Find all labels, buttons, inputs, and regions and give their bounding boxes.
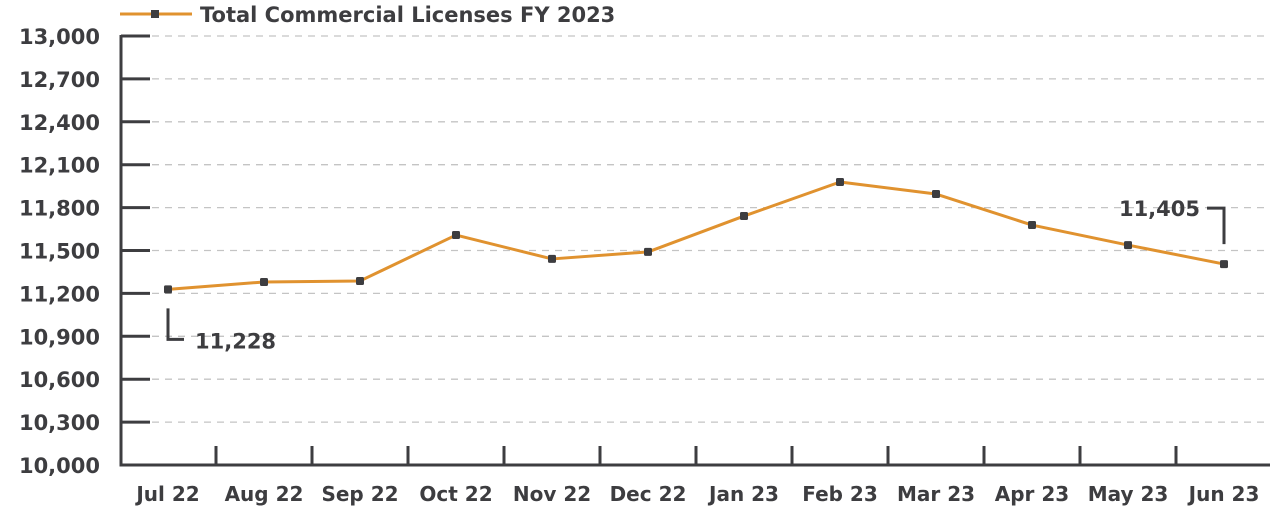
y-tick-label: 11,200 <box>19 282 100 306</box>
annotation-leader <box>1207 206 1226 245</box>
x-tick-label: Apr 23 <box>995 482 1069 506</box>
x-tick-label: Jul 22 <box>134 482 199 506</box>
data-point <box>836 178 844 187</box>
y-tick-label: 10,600 <box>19 368 100 392</box>
x-tick-label: Sep 22 <box>321 482 398 506</box>
x-tick-label: Dec 22 <box>610 482 687 506</box>
data-point <box>932 190 940 199</box>
x-tick-label: Jan 23 <box>707 482 779 506</box>
data-point <box>260 277 268 286</box>
data-point <box>356 276 364 285</box>
x-tick-label: Aug 22 <box>225 482 304 506</box>
data-point <box>644 247 652 256</box>
data-point <box>548 254 556 263</box>
y-tick-label: 12,100 <box>19 154 100 178</box>
legend-marker <box>151 10 159 18</box>
data-point <box>452 231 460 240</box>
legend-label: Total Commercial Licenses FY 2023 <box>200 3 615 27</box>
legend: Total Commercial Licenses FY 2023 <box>120 3 615 27</box>
data-point <box>164 285 172 294</box>
x-tick-label: Feb 23 <box>802 482 878 506</box>
y-tick-label: 13,000 <box>19 25 100 49</box>
x-tick-label: Mar 23 <box>897 482 975 506</box>
y-tick-label: 10,000 <box>19 454 100 478</box>
y-tick-label: 12,400 <box>19 111 100 135</box>
annotation-leader <box>166 308 184 341</box>
data-point <box>1028 221 1036 230</box>
data-point <box>1220 260 1228 269</box>
annotation-label: 11,228 <box>195 329 276 353</box>
x-tick-label: Oct 22 <box>419 482 492 506</box>
x-tick-label: May 23 <box>1088 482 1169 506</box>
y-tick-label: 11,500 <box>19 240 100 264</box>
x-tick-label: Jun 23 <box>1187 482 1260 506</box>
y-tick-label: 10,900 <box>19 325 100 349</box>
y-tick-label: 12,700 <box>19 68 100 92</box>
series-line <box>167 180 1225 291</box>
x-tick-label: Nov 22 <box>513 482 591 506</box>
data-point <box>1124 241 1132 250</box>
y-tick-label: 11,800 <box>19 197 100 221</box>
annotation-label: 11,405 <box>1119 197 1200 221</box>
data-point <box>740 212 748 221</box>
y-tick-label: 10,300 <box>19 411 100 435</box>
